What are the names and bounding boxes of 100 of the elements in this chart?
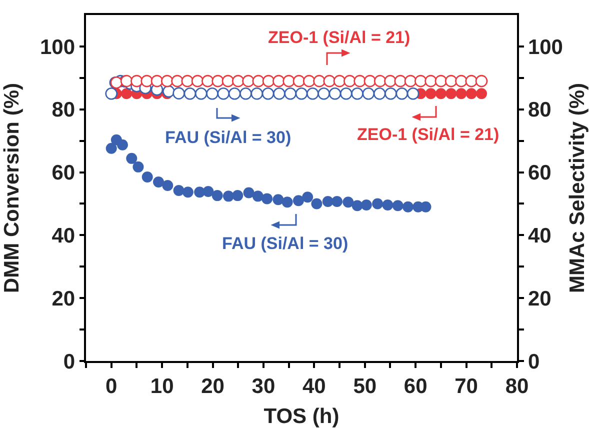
y2-tick-label: 60 bbox=[528, 162, 552, 185]
point bbox=[150, 74, 164, 88]
annotation: FAU (Si/Al = 30) bbox=[222, 234, 348, 253]
y2-tick-label: 100 bbox=[528, 36, 563, 59]
point bbox=[434, 74, 448, 88]
point bbox=[396, 87, 408, 100]
point bbox=[194, 87, 208, 100]
x-tick-label: 70 bbox=[454, 374, 478, 398]
point bbox=[117, 139, 128, 150]
point bbox=[212, 74, 224, 88]
point bbox=[222, 190, 234, 202]
point bbox=[272, 194, 284, 206]
y-tick-label: 80 bbox=[52, 98, 76, 122]
point bbox=[404, 74, 417, 88]
y2-tick-label: 40 bbox=[528, 224, 552, 248]
point bbox=[456, 88, 467, 100]
point bbox=[282, 196, 293, 208]
point bbox=[384, 74, 396, 88]
point bbox=[173, 185, 184, 196]
point bbox=[106, 142, 117, 154]
point bbox=[402, 201, 414, 212]
x-tick-label: 10 bbox=[150, 374, 174, 398]
x-tick-label: 80 bbox=[505, 374, 529, 398]
point bbox=[476, 88, 488, 100]
y2-tick-label: 0 bbox=[528, 350, 540, 374]
point bbox=[354, 74, 366, 88]
point bbox=[302, 192, 314, 203]
y-tick-label: 100 bbox=[40, 36, 76, 59]
point bbox=[295, 87, 308, 100]
point bbox=[362, 87, 375, 100]
point bbox=[217, 87, 230, 100]
point bbox=[328, 87, 342, 100]
x-tick-label: 30 bbox=[252, 374, 276, 398]
point bbox=[302, 74, 316, 88]
annotation: ZEO-1 (Si/Al = 21) bbox=[268, 28, 410, 47]
y-tick-label: 40 bbox=[52, 224, 76, 248]
point bbox=[466, 88, 477, 100]
point bbox=[323, 74, 336, 88]
point bbox=[424, 74, 437, 88]
point bbox=[306, 87, 319, 100]
point bbox=[232, 190, 244, 202]
point bbox=[262, 87, 274, 100]
point bbox=[121, 88, 132, 100]
point bbox=[130, 74, 143, 88]
point bbox=[352, 200, 363, 212]
point bbox=[126, 152, 138, 164]
point bbox=[262, 74, 275, 88]
point bbox=[212, 190, 223, 202]
x-tick-label: 50 bbox=[353, 374, 377, 398]
point bbox=[360, 199, 372, 210]
point bbox=[273, 87, 286, 100]
point bbox=[322, 196, 334, 208]
point bbox=[162, 180, 174, 191]
point bbox=[425, 88, 436, 100]
point bbox=[374, 74, 386, 88]
point bbox=[206, 87, 218, 100]
point bbox=[272, 74, 285, 88]
x-tick-label: 60 bbox=[404, 374, 428, 398]
point bbox=[331, 196, 342, 208]
x-axis-title: TOS (h) bbox=[264, 405, 340, 428]
point bbox=[333, 74, 346, 88]
point bbox=[414, 74, 427, 88]
point bbox=[465, 74, 478, 88]
point bbox=[242, 74, 254, 88]
point bbox=[406, 87, 420, 100]
point bbox=[292, 74, 306, 88]
y2-axis-title: MMAc Selectivity (%) bbox=[566, 82, 589, 294]
point bbox=[228, 87, 241, 100]
point bbox=[184, 87, 196, 100]
point bbox=[262, 193, 273, 204]
point bbox=[202, 74, 214, 88]
point bbox=[171, 74, 184, 88]
point bbox=[202, 186, 214, 197]
annotation: FAU (Si/Al = 30) bbox=[165, 128, 292, 147]
annotation: ZEO-1 (Si/Al = 21) bbox=[357, 125, 500, 144]
point bbox=[250, 87, 264, 100]
point bbox=[313, 74, 326, 88]
point bbox=[232, 74, 244, 88]
point bbox=[172, 87, 185, 100]
point bbox=[342, 196, 354, 208]
point bbox=[140, 74, 153, 88]
point bbox=[222, 74, 234, 88]
point bbox=[394, 74, 407, 88]
point bbox=[392, 200, 404, 212]
point bbox=[243, 187, 254, 198]
y2-tick-label: 80 bbox=[528, 98, 552, 122]
point bbox=[372, 198, 384, 210]
point bbox=[446, 88, 457, 100]
y-axis-title: DMM Conversion (%) bbox=[0, 83, 24, 293]
x-tick-label: 0 bbox=[106, 374, 118, 398]
y-tick-label: 0 bbox=[63, 350, 76, 374]
point bbox=[435, 88, 446, 100]
x-tick-label: 40 bbox=[302, 374, 326, 398]
point bbox=[475, 74, 488, 88]
y2-tick-label: 20 bbox=[528, 287, 552, 310]
point bbox=[132, 161, 144, 172]
point bbox=[182, 186, 194, 198]
point bbox=[420, 201, 432, 212]
point bbox=[318, 87, 330, 100]
point bbox=[364, 74, 376, 88]
